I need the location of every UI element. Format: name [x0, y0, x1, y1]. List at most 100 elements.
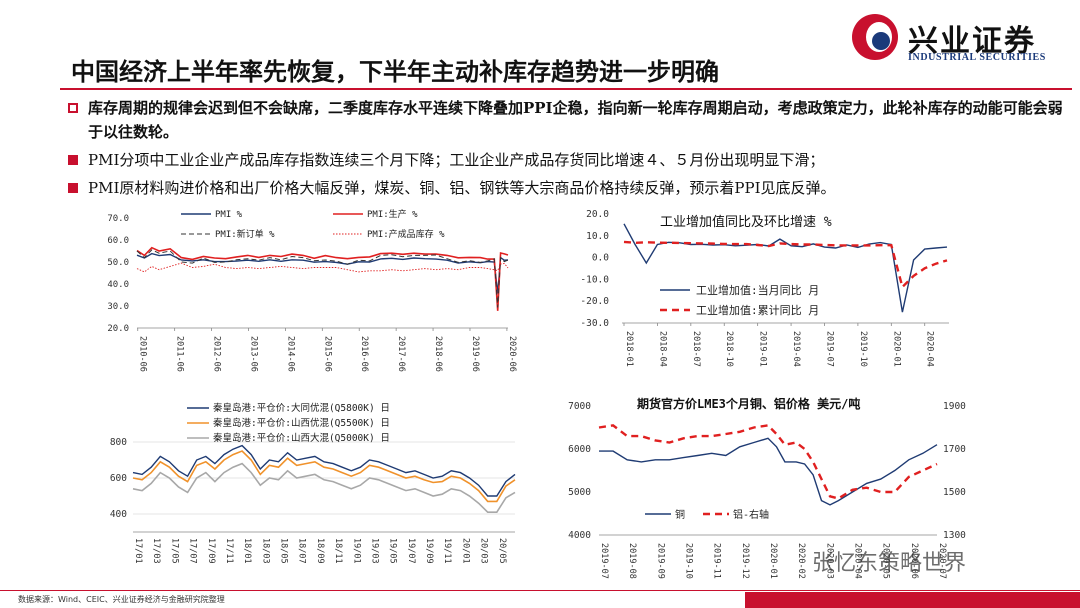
legend-label: PMI:生产 % — [367, 208, 418, 220]
y-tick-label: 30.0 — [107, 302, 129, 312]
x-tick-label: 19/09 — [424, 538, 434, 564]
series-line — [132, 444, 516, 497]
x-tick-label: 2018-10 — [724, 331, 734, 367]
x-tick-label: 2020-02 — [796, 543, 806, 579]
legend-label: 秦皇岛港:平仓价:山西大混(Q5000K) 日 — [213, 432, 390, 444]
solid-square-icon — [68, 155, 78, 165]
x-tick-label: 2020-04 — [925, 331, 935, 367]
y-tick-label: 400 — [110, 509, 127, 520]
solid-square-icon — [68, 183, 78, 193]
x-tick-label: 18/07 — [297, 538, 307, 564]
x-tick-label: 2019-10 — [858, 331, 868, 367]
brand-logo: 兴业证券 INDUSTRIAL SECURITIES — [852, 14, 1068, 64]
y-tick-label: 0.0 — [592, 253, 609, 264]
x-tick-label: 19/11 — [442, 538, 452, 564]
y-tick-label-left: 5000 — [568, 487, 591, 498]
y-tick-label: -20.0 — [580, 296, 609, 307]
y-tick-label-right: 1300 — [943, 530, 966, 541]
x-tick-label: 2018-06 — [433, 336, 443, 372]
page-title: 中国经济上半年率先恢复，下半年主动补库存趋势进一步明确 — [71, 58, 719, 86]
x-tick-label: 17/09 — [206, 538, 216, 564]
x-tick-label: 17/05 — [169, 538, 179, 564]
x-tick-label: 20/05 — [497, 538, 507, 564]
legend-label: 铝-右轴 — [733, 508, 769, 521]
x-tick-label: 18/09 — [315, 538, 325, 564]
chart-title: 工业增加值同比及环比增速 % — [660, 214, 832, 230]
pmi-chart: 70.0 60.0 50.0 40.0 30.0 20.0 2010-06 2011-06 20… — [107, 208, 517, 372]
x-tick-label: 17/11 — [224, 538, 234, 564]
hollow-square-icon — [68, 103, 78, 113]
series-line — [136, 252, 509, 294]
x-tick-label: 2019-06 — [470, 336, 480, 372]
bullet-item: PMI分项中工业企业产成品库存指数连续三个月下降；工业企业产成品存货同比增速４、… — [62, 148, 1072, 172]
y-tick-label-left: 6000 — [568, 444, 591, 455]
bullet-text: 库存周期的规律会迟到但不会缺席，二季度库存水平连续下降叠加PPI企稳，指向新一轮… — [88, 99, 1063, 141]
x-tick-label: 2010-06 — [138, 336, 148, 372]
x-tick-label: 18/03 — [260, 538, 270, 564]
x-tick-label: 17/07 — [188, 538, 198, 564]
legend-label: 铜 — [675, 509, 685, 521]
x-tick-label: 19/05 — [388, 538, 398, 564]
x-tick-label: 2020-01 — [768, 543, 778, 579]
x-tick-label: 2019-09 — [655, 543, 665, 579]
bullet-text: PMI原材料购进价格和出厂价格大幅反弹，煤炭、铜、铝、钢铁等大宗商品价格持续反弹… — [88, 179, 836, 197]
title-divider — [60, 88, 1072, 90]
series-line — [136, 262, 509, 273]
x-tick-label: 2016-06 — [359, 336, 369, 372]
y-tick-label-right: 1900 — [943, 401, 966, 412]
y-tick-label: 800 — [110, 437, 127, 448]
x-tick-label: 18/11 — [333, 538, 343, 564]
y-tick-label: 70.0 — [107, 214, 129, 224]
x-tick-label: 2014-06 — [285, 336, 295, 372]
x-tick-label: 2015-06 — [322, 336, 332, 372]
x-tick-label: 2020-06 — [909, 543, 919, 579]
bullet-text: PMI分项中工业企业产成品库存指数连续三个月下降；工业企业产成品存货同比增速４、… — [88, 151, 825, 169]
x-tick-label: 2020-01 — [891, 331, 901, 367]
x-tick-label: 2019-04 — [791, 331, 801, 367]
x-tick-label: 2018-01 — [624, 331, 634, 367]
x-tick-label: 2019-11 — [712, 543, 722, 579]
y-tick-label-right: 1500 — [943, 487, 966, 498]
x-tick-label: 2019-10 — [684, 543, 694, 579]
y-tick-label: 20.0 — [107, 324, 129, 334]
x-tick-label: 2020-06 — [507, 336, 517, 372]
x-tick-label: 2017-06 — [396, 336, 406, 372]
y-tick-label: 40.0 — [107, 280, 129, 290]
legend-label: 秦皇岛港:平仓价:大同优混(Q5800K) 日 — [213, 402, 390, 414]
y-tick-label: -10.0 — [580, 274, 609, 285]
industrial-output-chart: 20.0 10.0 0.0 -10.0 -20.0 -30.0 2018-01 2018-04… — [580, 209, 949, 367]
x-tick-label: 2019-07 — [824, 331, 834, 367]
x-tick-label: 18/01 — [242, 538, 252, 564]
y-tick-label: 600 — [110, 473, 127, 484]
x-tick-label: 17/01 — [133, 538, 143, 564]
bullet-list: 库存周期的规律会迟到但不会缺席，二季度库存水平连续下降叠加PPI企稳，指向新一轮… — [62, 96, 1072, 204]
x-tick-label: 2018-04 — [657, 331, 667, 367]
series-line — [598, 424, 938, 500]
series-line — [623, 240, 948, 290]
legend-label: 工业增加值:当月同比 月 — [696, 283, 819, 297]
watermark: 张忆东策略世界 — [812, 551, 967, 576]
chart-title: 期货官方价LME3个月铜、铝价格 美元/吨 — [637, 396, 860, 411]
logo-emblem-icon — [852, 14, 898, 60]
data-source: 数据来源：Wind、CEIC、兴业证券经济与金融研究院整理 — [18, 595, 225, 604]
y-tick-label: 10.0 — [586, 231, 609, 242]
bullet-item: PMI原材料购进价格和出厂价格大幅反弹，煤炭、铜、铝、钢铁等大宗商品价格持续反弹… — [62, 176, 1072, 200]
y-tick-label: 50.0 — [107, 258, 129, 268]
lme-price-chart: 7000 6000 5000 4000 1900 1700 1500 1300 2019-07 2… — [568, 396, 966, 579]
x-tick-label: 20/01 — [460, 538, 470, 564]
series-line — [132, 450, 516, 503]
x-tick-label: 19/01 — [351, 538, 361, 564]
bullet-item: 库存周期的规律会迟到但不会缺席，二季度库存水平连续下降叠加PPI企稳，指向新一轮… — [62, 96, 1072, 144]
legend-label: PMI:产成品库存 % — [367, 228, 445, 240]
x-tick-label: 20/03 — [479, 538, 489, 564]
y-tick-label: 20.0 — [586, 209, 609, 220]
x-tick-label: 2020-07 — [937, 543, 947, 579]
logo-name-en: INDUSTRIAL SECURITIES — [908, 52, 1046, 63]
x-tick-label: 2012-06 — [212, 336, 222, 372]
x-tick-label: 2020-03 — [824, 543, 834, 579]
x-tick-label: 2018-07 — [691, 331, 701, 367]
x-tick-label: 2019-08 — [627, 543, 637, 579]
series-line — [136, 246, 509, 311]
logo-name-cn: 兴业证券 — [908, 24, 1036, 59]
legend-label: 秦皇岛港:平仓价:山西优混(Q5500K) 日 — [213, 417, 390, 429]
